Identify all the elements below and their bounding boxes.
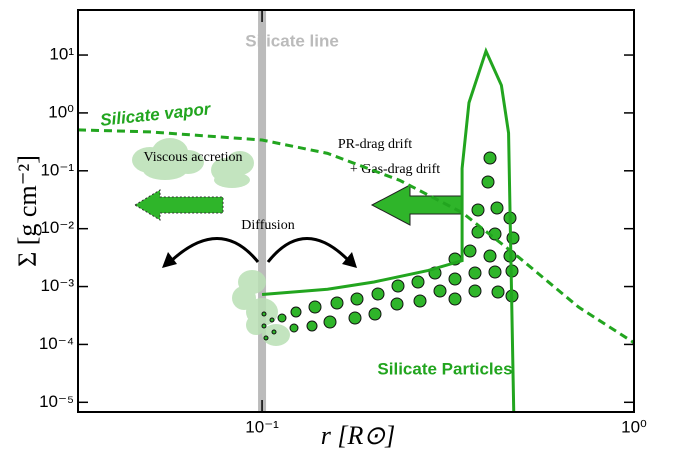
- diffusion-arrow: [168, 237, 260, 264]
- silicate-line-label: Silicate line: [245, 31, 339, 50]
- accretion-arrow: [134, 189, 224, 221]
- arrow-head: [162, 252, 177, 268]
- series-line: [261, 46, 516, 413]
- y-tick-label: 10⁻⁵: [39, 392, 74, 411]
- plot-frame: [77, 9, 635, 413]
- y-axis-label: Σ [g cm⁻²]: [13, 155, 42, 267]
- x-tick-label: 10⁰: [621, 417, 647, 436]
- annotation: Viscous accretion: [143, 150, 242, 165]
- particles: [261, 151, 520, 341]
- diffusion-arrow: [266, 237, 352, 264]
- decorations: PR-drag drift + Gas-drag drift Viscous a…: [132, 137, 520, 346]
- y-tick-label: 10⁻³: [40, 276, 74, 295]
- arrow-head: [342, 252, 357, 268]
- y-tick-label: 10⁰: [48, 102, 74, 121]
- annotation: Diffusion: [241, 218, 294, 233]
- series-line: [77, 128, 635, 344]
- annotation: + Gas-drag drift: [350, 162, 440, 177]
- y-tick-label: 10⁻²: [40, 218, 74, 237]
- y-tick-label: 10¹: [49, 45, 74, 64]
- x-axis-label: r [R⊙]: [321, 421, 396, 450]
- x-tick-label: 10⁻¹: [245, 417, 279, 436]
- y-tick-label: 10⁻⁴: [39, 334, 74, 353]
- series-label: Silicate vapor: [99, 99, 212, 130]
- series-label: Silicate Particles: [377, 359, 512, 378]
- annotation: PR-drag drift: [338, 137, 412, 152]
- y-tick-label: 10⁻¹: [40, 160, 74, 179]
